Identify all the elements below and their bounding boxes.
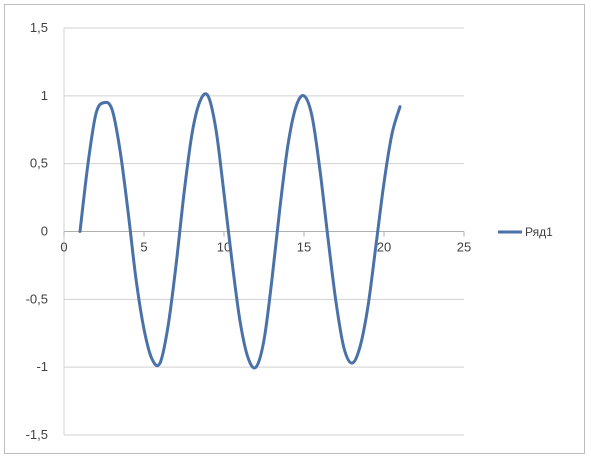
x-tick-label: 0 <box>60 240 67 255</box>
x-axis <box>63 231 465 237</box>
chart-frame <box>4 4 585 454</box>
x-tick-label: 25 <box>457 240 471 255</box>
series-line <box>78 92 402 370</box>
y-tick-label: -0,5 <box>26 291 48 306</box>
y-tick-label: 0,5 <box>30 156 48 171</box>
y-tick-label: 0 <box>41 224 48 239</box>
gridlines <box>63 27 464 436</box>
series-group <box>78 92 402 370</box>
y-tick-labels: 1,5 1 0,5 0 -0,5 -1 -1,5 <box>26 20 48 442</box>
x-tick-labels: 0 5 10 15 20 25 <box>60 240 471 255</box>
x-tick-label: 5 <box>140 240 147 255</box>
y-tick-label: 1,5 <box>30 20 48 35</box>
y-tick-label: 1 <box>41 88 48 103</box>
x-tick-label: 20 <box>377 240 391 255</box>
legend: Ряд1 <box>498 225 553 239</box>
x-tick-label: 15 <box>297 240 311 255</box>
legend-label: Ряд1 <box>525 225 553 239</box>
x-tick-label: 10 <box>217 240 231 255</box>
y-tick-label: -1,5 <box>26 427 48 442</box>
y-tick-label: -1 <box>36 359 48 374</box>
